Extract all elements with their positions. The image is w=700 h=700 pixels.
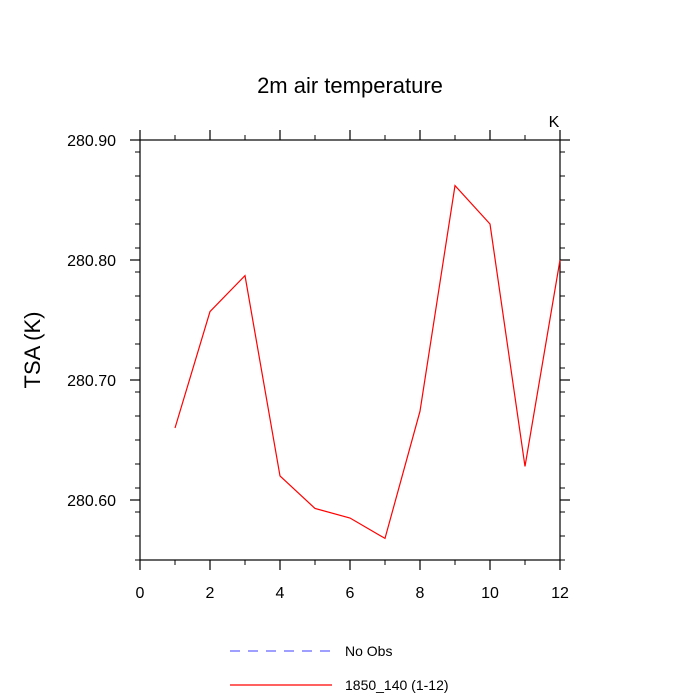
plot-border xyxy=(139,139,561,561)
tick-labels: 0 2 4 6 8 10 12 280.60 280.70 280.80 280.90 xyxy=(67,133,569,602)
axis-ticks xyxy=(130,130,570,570)
y-tick-label: 280.80 xyxy=(67,253,116,270)
y-tick-label: 280.90 xyxy=(67,133,116,150)
plot-frame xyxy=(139,139,561,561)
y-tick-label: 280.70 xyxy=(67,373,116,390)
y-axis-label: TSA (K) xyxy=(20,311,45,388)
x-tick-label: 0 xyxy=(136,585,145,602)
x-tick-label: 10 xyxy=(481,585,499,602)
series-layer xyxy=(174,184,561,540)
legend-label: No Obs xyxy=(345,643,392,659)
x-tick-label: 12 xyxy=(551,585,569,602)
x-tick-label: 2 xyxy=(206,585,215,602)
units-label: K xyxy=(549,114,560,131)
x-tick-label: 8 xyxy=(416,585,425,602)
series-line-1 xyxy=(174,184,561,540)
legend-label: 1850_140 (1-12) xyxy=(345,677,449,693)
x-tick-label: 6 xyxy=(346,585,355,602)
x-tick-label: 4 xyxy=(276,585,285,602)
y-tick-label: 280.60 xyxy=(67,493,116,510)
chart-title: 2m air temperature xyxy=(257,73,443,98)
legend: No Obs 1850_140 (1-12) xyxy=(230,643,449,693)
